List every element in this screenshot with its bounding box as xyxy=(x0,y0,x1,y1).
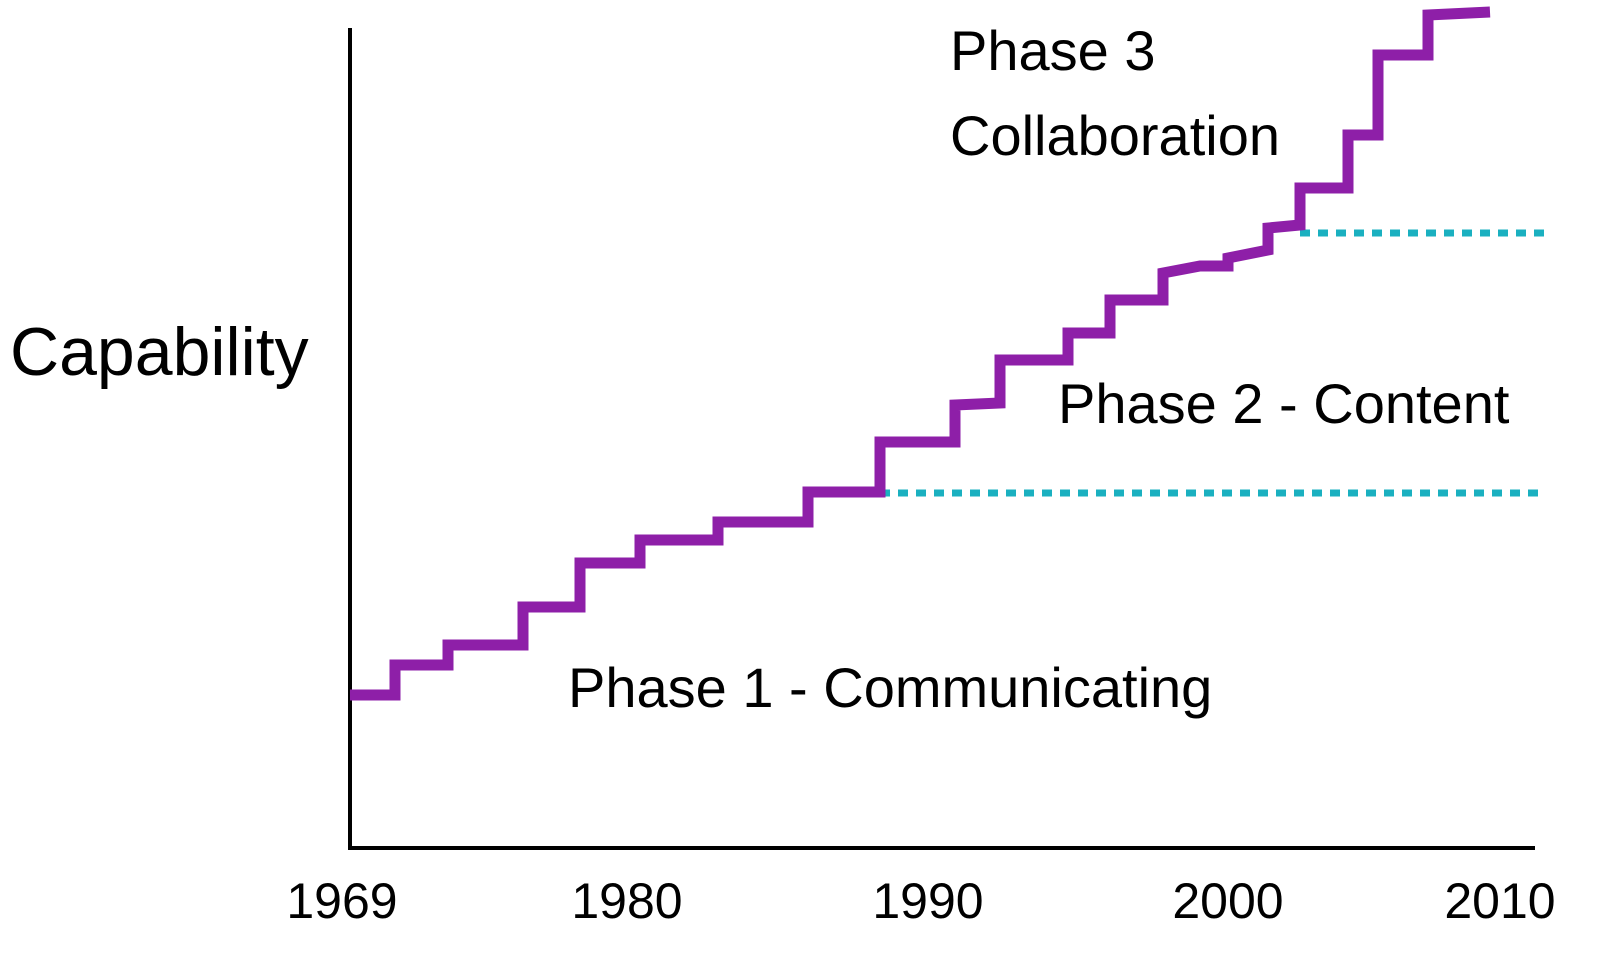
phase-label: Phase 1 - Communicating xyxy=(568,656,1212,719)
phase-label: Phase 2 - Content xyxy=(1058,372,1510,435)
x-tick-label: 2000 xyxy=(1172,873,1283,929)
phase-label: Phase 3 xyxy=(950,19,1156,82)
phase-label: Collaboration xyxy=(950,104,1280,167)
capability-steps xyxy=(350,6,1491,701)
x-tick-label: 1980 xyxy=(571,873,682,929)
x-tick-label: 1969 xyxy=(286,873,397,929)
y-axis-label: Capability xyxy=(10,314,309,390)
x-tick-label: 1990 xyxy=(872,873,983,929)
x-tick-label: 2010 xyxy=(1444,873,1555,929)
